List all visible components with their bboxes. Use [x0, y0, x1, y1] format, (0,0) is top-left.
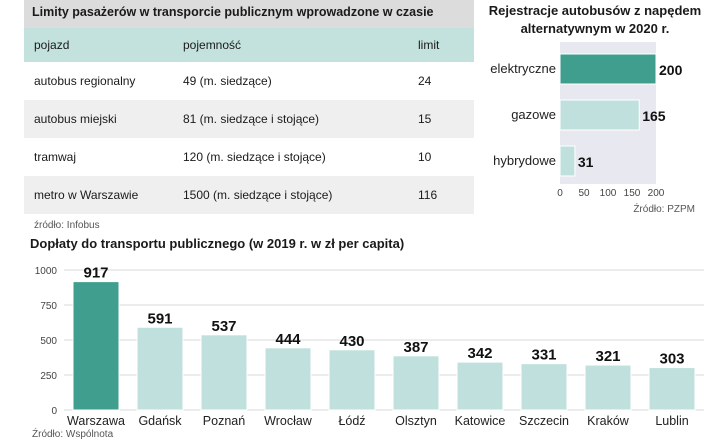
bar — [328, 349, 376, 411]
cell-capacity: 1500 (m. siedzące i stojące) — [183, 188, 333, 202]
table-source: źródło: Infobus — [34, 220, 100, 231]
category-label: Kraków — [587, 414, 630, 428]
tick-label: 1000 — [35, 266, 58, 277]
bar — [264, 347, 312, 411]
bar — [136, 326, 184, 411]
value-label: 165 — [642, 108, 666, 124]
bar — [520, 363, 568, 411]
category-label: Katowice — [455, 414, 506, 428]
bar — [200, 334, 248, 411]
bar — [72, 281, 120, 411]
tick-label: 0 — [51, 406, 57, 417]
value-label: 387 — [403, 339, 428, 356]
cell-limit: 10 — [418, 150, 432, 164]
category-label: Poznań — [203, 414, 245, 428]
cell-vehicle: tramwaj — [34, 150, 77, 164]
category-label: Gdańsk — [138, 414, 182, 428]
category-label: Olsztyn — [395, 414, 437, 428]
tick-label: 500 — [40, 336, 57, 347]
bar — [559, 145, 576, 177]
value-label: 591 — [147, 310, 172, 327]
registrations-bars: elektryczne 200 gazowe 165 hybrydowe 31 0 50 100… — [490, 53, 683, 199]
table-header: pojazd pojemność limit — [24, 28, 474, 62]
category-label: Wrocław — [264, 414, 313, 428]
value-label: 303 — [659, 351, 684, 368]
table-row: tramwaj 120 (m. siedzące i stojące) 10 — [24, 138, 474, 176]
category-label: gazowe — [511, 107, 556, 122]
cell-vehicle: autobus regionalny — [34, 74, 136, 88]
header-capacity: pojemność — [183, 38, 242, 52]
tick-label: 150 — [624, 188, 641, 199]
category-label: Lublin — [655, 414, 688, 428]
registrations-title: Rejestracje autobusów z napędem alternat… — [488, 3, 702, 36]
value-label: 200 — [659, 62, 683, 78]
value-label: 444 — [275, 331, 301, 348]
value-label: 537 — [211, 318, 236, 335]
bar — [392, 355, 440, 411]
table-title: Limity pasażerów w transporcie publiczny… — [24, 0, 474, 43]
bar — [559, 99, 640, 131]
category-label: hybrydowe — [493, 153, 556, 168]
tick-label: 200 — [648, 188, 665, 199]
tick-label: 250 — [40, 371, 57, 382]
header-limit: limit — [418, 38, 440, 52]
bar — [648, 367, 696, 411]
cell-vehicle: autobus miejski — [34, 112, 117, 126]
cell-capacity: 81 (m. siedzące i stojące) — [183, 112, 320, 126]
registrations-chart: Rejestracje autobusów z napędem alternat… — [480, 0, 720, 230]
bar — [559, 53, 657, 85]
tick-label: 0 — [557, 188, 563, 199]
bar — [584, 364, 632, 411]
value-label: 331 — [531, 347, 556, 364]
tick-label: 100 — [600, 188, 617, 199]
value-label: 31 — [578, 154, 594, 170]
category-label: Łódź — [338, 414, 365, 428]
passenger-limits-table: Limity pasażerów w transporcie publiczny… — [24, 0, 474, 214]
tick-label: 750 — [40, 301, 57, 312]
category-label: elektryczne — [490, 61, 556, 76]
cell-limit: 15 — [418, 112, 432, 126]
tick-label: 50 — [578, 188, 590, 199]
category-label: Warszawa — [67, 414, 125, 428]
cell-limit: 24 — [418, 74, 432, 88]
table-row: metro w Warszawie 1500 (m. siedzące i st… — [24, 176, 474, 214]
value-label: 430 — [339, 333, 364, 350]
table-row: autobus miejski 81 (m. siedzące i stojąc… — [24, 100, 474, 138]
header-vehicle: pojazd — [34, 38, 70, 52]
cell-capacity: 49 (m. siedzące) — [183, 74, 272, 88]
category-label: Szczecin — [519, 414, 569, 428]
subsidies-chart: 0 250 500 750 1000 917 Warszawa 591 Gdańsk 537 Poz… — [35, 265, 704, 428]
value-label: 342 — [467, 345, 492, 362]
table-row: autobus regionalny 49 (m. siedzące) 24 — [24, 62, 474, 100]
value-label: 917 — [83, 265, 108, 282]
value-label: 321 — [595, 348, 620, 365]
cell-limit: 116 — [418, 188, 438, 202]
bar — [456, 361, 504, 411]
cell-vehicle: metro w Warszawie — [34, 188, 139, 202]
cell-capacity: 120 (m. siedzące i stojące) — [183, 150, 326, 164]
subsidies-title: Dopłaty do transportu publicznego (w 201… — [30, 236, 405, 251]
subsidies-source: Źródło: Wspólnota — [32, 429, 114, 440]
registrations-source: Źródło: PZPM — [633, 204, 695, 215]
